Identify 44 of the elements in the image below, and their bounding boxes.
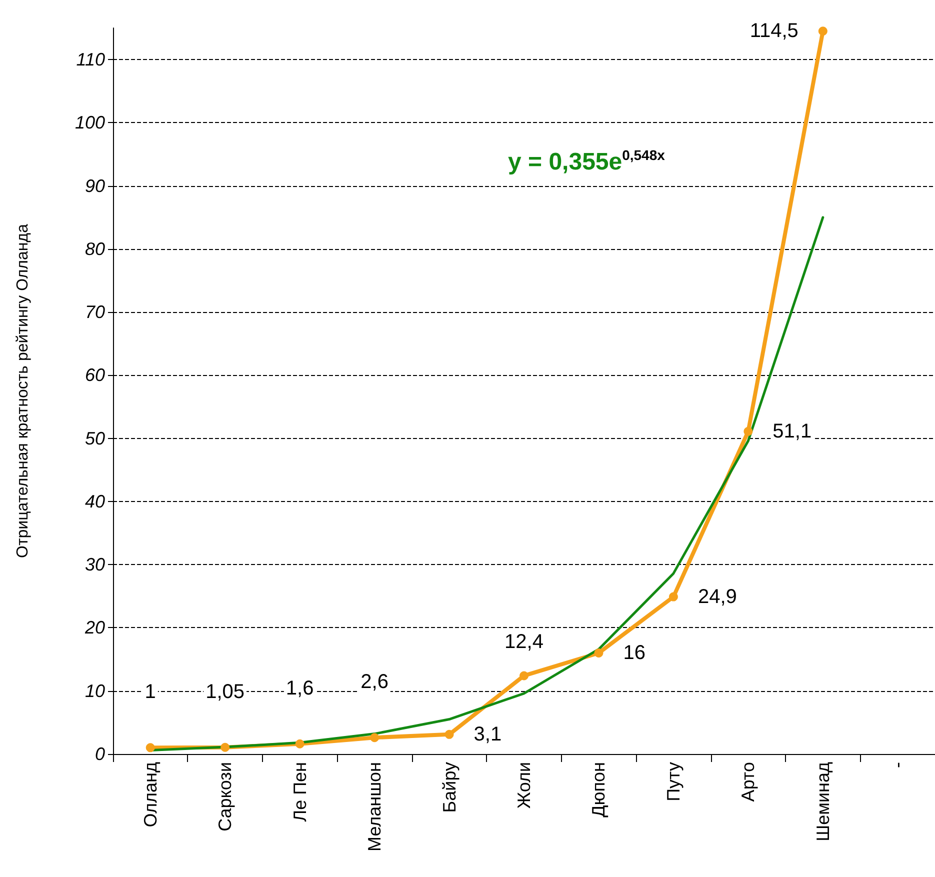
point <box>295 739 304 748</box>
point <box>220 742 230 752</box>
x-tick-label: Дюпон <box>588 762 609 818</box>
y-tick-label: 30 <box>84 554 105 575</box>
x-tick-label: Байру <box>439 762 460 813</box>
x-tick-label: Меланшон <box>364 762 385 852</box>
point <box>744 426 753 436</box>
x-tick-label: Ле Пен <box>290 762 310 822</box>
point <box>594 648 604 658</box>
data-label: 16 <box>623 642 646 664</box>
data-label: 24,9 <box>698 586 737 608</box>
x-tick-label: Олланд <box>140 762 160 828</box>
y-tick-label: 80 <box>84 238 105 259</box>
x-tick-label: Путу <box>663 762 684 802</box>
y-tick-label: 110 <box>76 50 105 70</box>
y-tick-label: 70 <box>84 302 105 322</box>
data-label: 1 <box>144 681 156 704</box>
x-tick-label: Саркози <box>215 762 236 832</box>
data-label: 3,1 <box>474 723 502 746</box>
data-label: 2,6 <box>360 671 388 694</box>
y-tick-label: 40 <box>84 491 105 512</box>
point <box>146 743 155 752</box>
y-tick-label: 10 <box>84 680 105 701</box>
y-axis-title: Отрицательная кратность рейтингу Олланда <box>14 224 32 558</box>
x-tick-label: Жоли <box>514 762 534 809</box>
data-label: 1,6 <box>286 677 314 700</box>
y-tick-label: 60 <box>84 365 105 386</box>
point <box>370 733 380 742</box>
y-tick-label: 0 <box>94 744 105 764</box>
data-label: 51,1 <box>772 420 812 442</box>
x-tick-label: - <box>888 762 908 768</box>
x-tick-label: Шеминад <box>812 762 833 842</box>
x-tick-label: Арто <box>738 762 758 802</box>
y-tick-label: 90 <box>84 176 105 196</box>
data-label: 1,05 <box>206 680 245 703</box>
data-label: 12,4 <box>504 631 544 654</box>
data-label: 114,5 <box>750 20 798 42</box>
y-tick-label: 50 <box>84 428 105 448</box>
y-tick-label: 100 <box>74 112 105 133</box>
point <box>520 671 528 680</box>
y-tick-label: 20 <box>84 618 105 638</box>
point <box>668 592 678 602</box>
point <box>444 730 454 739</box>
point <box>818 26 828 36</box>
